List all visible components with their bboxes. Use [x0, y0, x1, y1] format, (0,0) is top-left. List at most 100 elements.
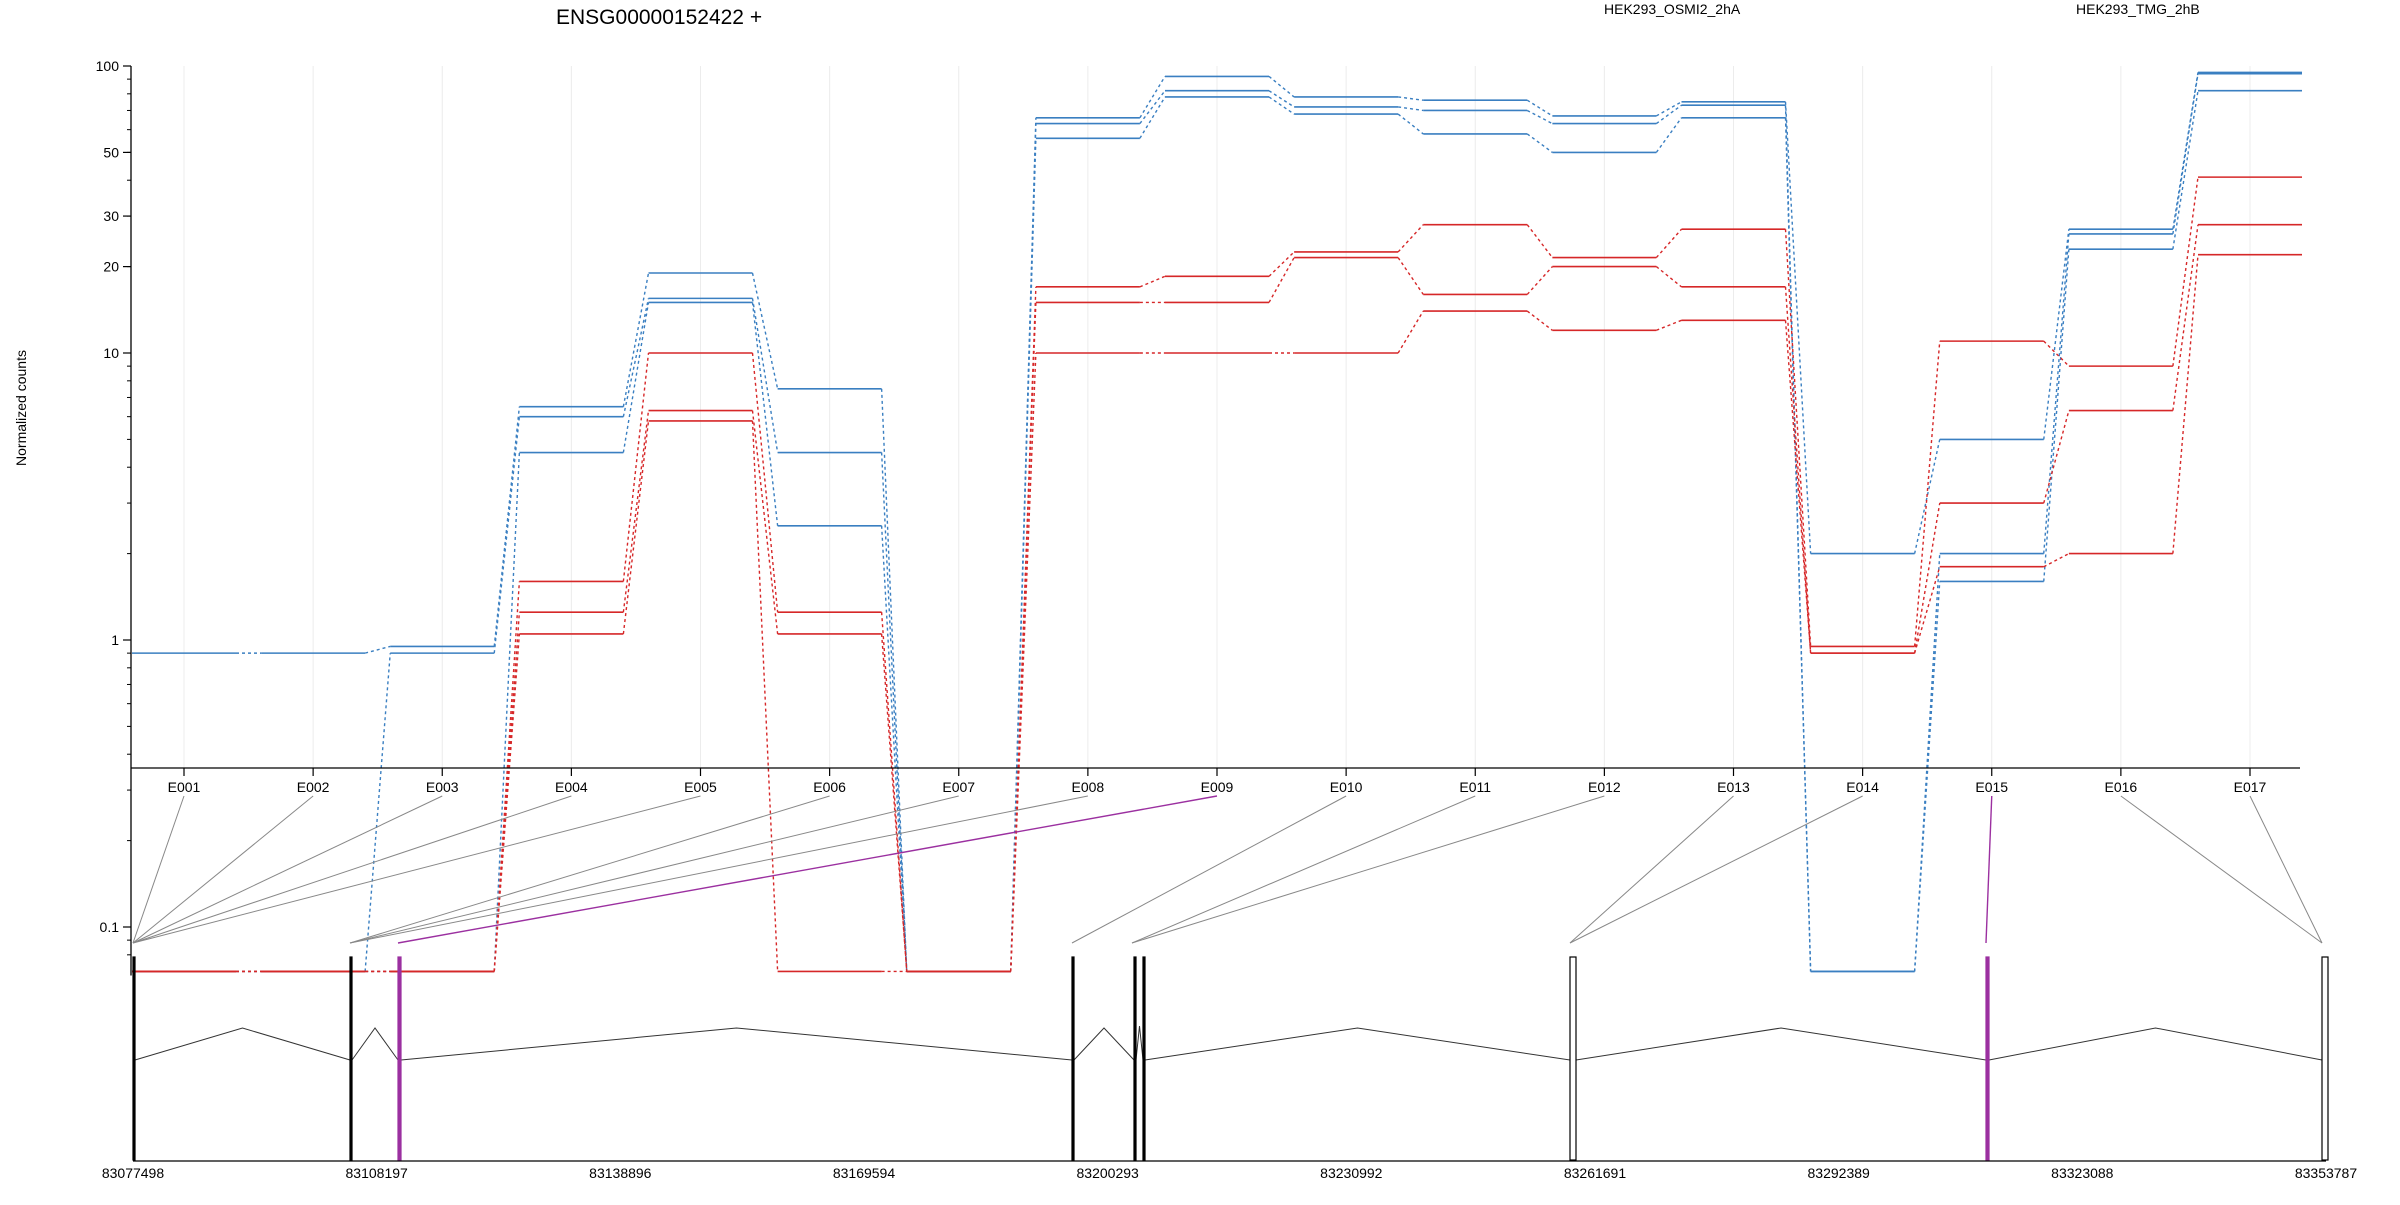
connector-E007 — [349, 795, 959, 944]
connector-E013 — [1569, 795, 1734, 944]
genomic-tick-label: 83323088 — [2051, 1165, 2114, 1181]
connector-E017 — [2249, 795, 2323, 944]
genomic-tick-label: 83200293 — [1077, 1165, 1140, 1181]
series-5-link — [2043, 552, 2070, 568]
x-gridlines — [183, 66, 2251, 768]
series-3-link — [1655, 228, 1683, 259]
connector-E015 — [1985, 795, 1993, 944]
series-4-link — [2043, 410, 2070, 504]
connector-E014 — [1569, 795, 1863, 944]
genomic-tick-label: 83353787 — [2295, 1165, 2358, 1181]
intron-7 — [1988, 1027, 2323, 1061]
series-0-link — [880, 388, 908, 972]
x-tick-label-E004: E004 — [555, 779, 588, 795]
connector-E010 — [1071, 795, 1347, 944]
x-tick-label-E009: E009 — [1201, 779, 1234, 795]
series-1-link — [751, 298, 779, 453]
series-0-link — [493, 406, 521, 647]
series-2-link — [1655, 117, 1683, 153]
genomic-tick-label: 83138896 — [589, 1165, 652, 1181]
series-0-link — [1656, 101, 1682, 117]
connector-E009 — [397, 795, 1218, 944]
series-4-link — [1010, 302, 1037, 972]
legend-entry-osmi2: HEK293_OSMI2_2hA — [1604, 1, 1741, 17]
series-5 — [132, 253, 2302, 973]
series-4-link — [1655, 266, 1682, 288]
series-4-link — [1397, 257, 1424, 295]
genomic-tick-label: 83169594 — [833, 1165, 896, 1181]
series-0-link — [622, 272, 650, 407]
exon-block-4 — [1133, 956, 1137, 1161]
exon-block-6 — [1569, 956, 1577, 1161]
series-1-link — [493, 416, 521, 654]
exon-block-1 — [349, 956, 353, 1161]
series-3-link — [1397, 224, 1424, 253]
intron-6 — [1575, 1027, 1987, 1061]
series-3-link — [493, 581, 521, 972]
series-5-link — [1656, 319, 1682, 331]
series-4-link — [880, 633, 908, 972]
series-2-link — [2043, 249, 2070, 582]
y-tick-label: 0.1 — [100, 919, 120, 935]
x-tick-label-E002: E002 — [297, 779, 330, 795]
series-1-link — [880, 452, 908, 972]
exon-connectors — [132, 795, 2323, 944]
series-layer — [132, 71, 2302, 973]
series-2-link — [622, 302, 650, 453]
series-2-link — [1397, 113, 1424, 135]
series-5-link — [493, 633, 521, 972]
legend-entry-tmg: HEK293_TMG_2hB — [2076, 1, 2200, 17]
series-3-link — [1526, 224, 1553, 259]
intron-5 — [1144, 1027, 1571, 1061]
x-tick-label-E006: E006 — [813, 779, 846, 795]
series-2-link — [751, 302, 779, 526]
series-0-link — [1784, 101, 1812, 554]
series-1-link — [1139, 90, 1166, 125]
connector-E001 — [132, 795, 185, 944]
series-2-link — [1784, 117, 1812, 972]
series-4-link — [751, 410, 779, 634]
series-4-link — [1526, 266, 1553, 295]
series-1-link — [2043, 233, 2070, 554]
series-2-link — [880, 525, 908, 972]
series-0-link — [751, 272, 779, 390]
series-2-link — [493, 452, 521, 972]
intron-1 — [351, 1027, 399, 1061]
series-1-link — [1913, 553, 1941, 972]
series-2-link — [1268, 96, 1295, 115]
series-5-link — [1526, 310, 1553, 331]
series-2-link — [2172, 90, 2199, 250]
y-tick-label: 10 — [103, 345, 119, 361]
series-0-link — [364, 645, 391, 654]
series-0-link — [1913, 439, 1941, 554]
connector-E011 — [1131, 795, 1476, 944]
y-axis-label: Normalized counts — [13, 350, 29, 466]
x-tick-label-E010: E010 — [1330, 779, 1363, 795]
y-tick-label: 20 — [103, 259, 119, 275]
series-0-link — [1139, 76, 1166, 119]
exon-block-5 — [1142, 956, 1146, 1161]
series-1-link — [1268, 90, 1295, 108]
x-tick-label-E008: E008 — [1072, 779, 1105, 795]
genomic-tick-label: 83230992 — [1320, 1165, 1383, 1181]
exon-block-7 — [1985, 956, 1990, 1161]
series-5-link — [1397, 310, 1424, 354]
series-5-link — [751, 420, 779, 972]
series-2-link — [1010, 138, 1037, 972]
gene-model-track — [132, 956, 2329, 1161]
connector-E006 — [349, 795, 830, 944]
intron-0 — [134, 1027, 351, 1061]
series-5-link — [1010, 352, 1037, 972]
genomic-tick-label: 83077498 — [102, 1165, 165, 1181]
connector-E002 — [132, 795, 314, 944]
series-3-link — [1139, 275, 1166, 288]
genomic-tick-label: 83108197 — [346, 1165, 409, 1181]
connector-E005 — [132, 795, 701, 944]
series-5-link — [622, 420, 650, 635]
series-1-link — [1526, 109, 1553, 125]
series-0-link — [2043, 229, 2070, 440]
exon-block-0 — [132, 956, 136, 1161]
series-0-link — [1268, 75, 1295, 98]
series-4-link — [2172, 224, 2199, 411]
